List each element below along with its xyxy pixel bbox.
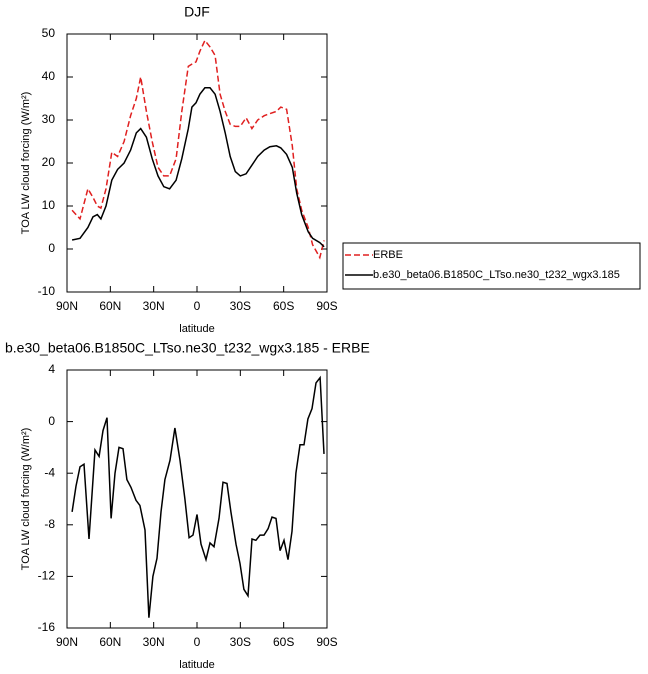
x-tick-label: 90S <box>316 635 337 649</box>
x-tick-label: 0 <box>194 635 201 649</box>
x-tick-label: 90S <box>316 299 337 313</box>
y-tick-label: -8 <box>44 517 55 531</box>
y-tick-label: 20 <box>42 155 56 169</box>
x-tick-label: 60N <box>99 635 121 649</box>
legend-label: b.e30_beta06.B1850C_LTso.ne30_t232_wgx3.… <box>373 269 620 281</box>
x-tick-label: 60S <box>273 299 294 313</box>
series-line <box>71 87 325 248</box>
x-tick-label: 30S <box>230 299 251 313</box>
y-tick-label: -10 <box>38 284 56 298</box>
plot-frame <box>66 33 328 293</box>
x-axis-label: latitude <box>179 659 214 671</box>
y-tick-label: 50 <box>42 26 56 40</box>
y-tick-label: 10 <box>42 198 56 212</box>
x-axis-label: latitude <box>179 323 214 335</box>
y-tick-label: -12 <box>38 569 56 583</box>
x-tick-label: 60S <box>273 635 294 649</box>
series-line <box>71 39 325 260</box>
y-tick-label: 0 <box>48 241 55 255</box>
x-tick-label: 30N <box>143 299 165 313</box>
y-axis-label: TOA LW cloud forcing (W/m²) <box>20 92 32 235</box>
x-tick-label: 0 <box>194 299 201 313</box>
x-tick-label: 60N <box>99 299 121 313</box>
x-tick-label: 90N <box>56 635 78 649</box>
y-tick-label: 40 <box>42 69 56 83</box>
legend-box <box>342 242 641 290</box>
y-tick-label: -16 <box>38 620 56 634</box>
x-tick-label: 30N <box>143 635 165 649</box>
y-tick-label: 30 <box>42 112 56 126</box>
y-axis-label: TOA LW cloud forcing (W/m²) <box>20 428 32 571</box>
plot-frame <box>66 369 328 629</box>
data-line <box>71 375 325 618</box>
y-tick-label: 0 <box>48 414 55 428</box>
legend-label: ERBE <box>373 249 403 261</box>
y-tick-label: 4 <box>48 362 55 376</box>
chart-title: b.e30_beta06.B1850C_LTso.ne30_t232_wgx3.… <box>5 340 370 356</box>
y-tick-label: -4 <box>44 465 55 479</box>
x-tick-label: 30S <box>230 635 251 649</box>
x-tick-label: 90N <box>56 299 78 313</box>
chart-title: DJF <box>184 4 210 20</box>
